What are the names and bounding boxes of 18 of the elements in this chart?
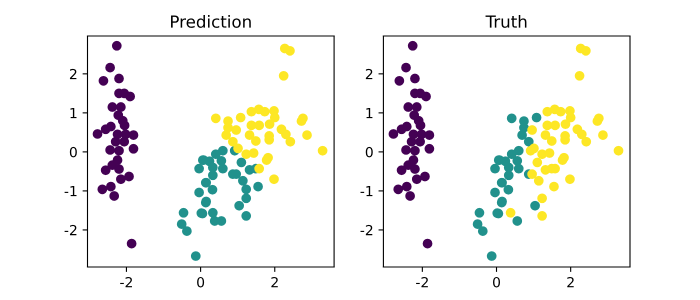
x-tick-label: 0 xyxy=(493,276,500,288)
chart-title: Truth xyxy=(486,15,526,28)
y-tick-label: 1 xyxy=(366,108,372,118)
x-tick-label: 2 xyxy=(567,276,574,288)
y-tick-label: 2 xyxy=(366,68,372,80)
x-tick-label: -2 xyxy=(416,276,428,288)
y-tick-label: -1 xyxy=(360,186,372,196)
y-tick-label: 0 xyxy=(70,146,77,158)
y-tick-label: -2 xyxy=(64,224,76,236)
y-tick-label: 0 xyxy=(366,146,373,158)
y-tick-label: 1 xyxy=(70,108,76,118)
x-tick-label: 2 xyxy=(271,276,278,288)
y-tick-label: 2 xyxy=(70,68,76,80)
y-tick-label: -1 xyxy=(64,186,76,196)
y-tick-label: -2 xyxy=(360,224,372,236)
x-tick-label: -2 xyxy=(120,276,132,288)
chart-title: Prediction xyxy=(171,15,251,28)
x-tick-label: 0 xyxy=(197,276,204,288)
